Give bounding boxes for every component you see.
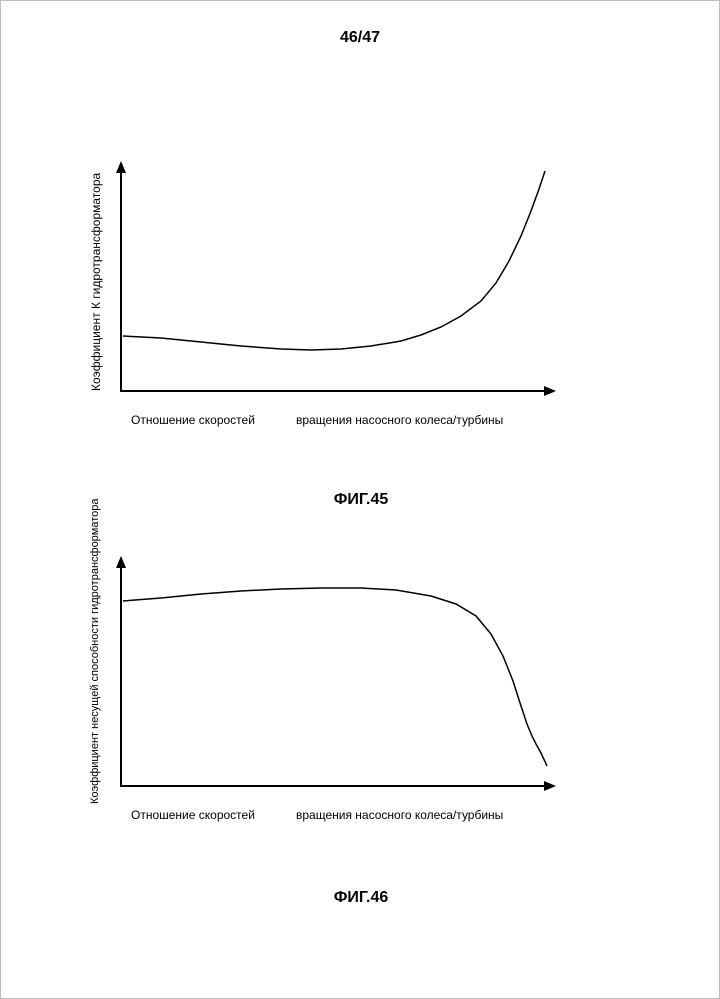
chart-fig45: Коэффициент К гидротрансформатора Отноше… (101, 151, 571, 411)
chart-fig46-x-arrow (544, 781, 556, 791)
caption-fig45: ФИГ.45 (1, 491, 720, 509)
chart-fig45-ylabel: Коэффициент К гидротрансформатора (89, 173, 103, 391)
chart-fig46-xlabel-right: вращения насосного колеса/турбины (296, 808, 503, 822)
chart-fig46-curve (123, 588, 547, 766)
chart-fig45-xlabel-left: Отношение скоростей (131, 413, 255, 427)
chart-fig45-y-arrow (116, 161, 126, 173)
page: 46/47 Коэффициент К гидротрансформатора … (0, 0, 720, 999)
page-number: 46/47 (1, 29, 719, 47)
caption-fig46: ФИГ.46 (1, 889, 720, 907)
chart-fig45-svg (101, 151, 571, 411)
chart-fig45-x-arrow (544, 386, 556, 396)
chart-fig45-curve (123, 171, 545, 350)
chart-fig45-axes (121, 169, 548, 391)
chart-fig46: Коэффициент несущей способности гидротра… (101, 546, 571, 806)
chart-fig46-svg (101, 546, 571, 806)
chart-fig46-y-arrow (116, 556, 126, 568)
chart-fig46-axes (121, 564, 548, 786)
chart-fig46-xlabel-left: Отношение скоростей (131, 808, 255, 822)
chart-fig45-xlabel-right: вращения насосного колеса/турбины (296, 413, 503, 427)
chart-fig46-ylabel: Коэффициент несущей способности гидротра… (89, 498, 101, 804)
